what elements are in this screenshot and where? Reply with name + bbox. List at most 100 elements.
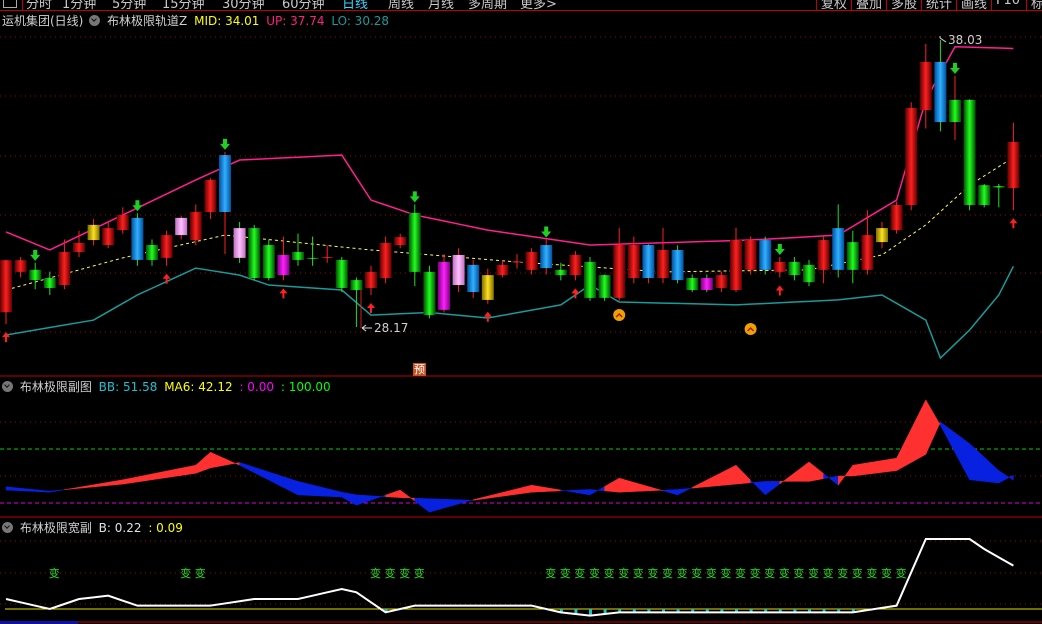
change-marker: 变	[676, 567, 688, 580]
candle	[686, 278, 699, 290]
tab-3[interactable]: 15分钟	[162, 0, 205, 11]
bb-fill-segment	[5, 486, 21, 492]
indicator-name[interactable]: 布林极限副图	[19, 380, 92, 394]
up-value: UP: 37.74	[266, 14, 325, 28]
candle	[335, 259, 348, 288]
lo-value: LO: 30.28	[331, 14, 390, 28]
bb-fill-segment	[210, 451, 226, 469]
tab-1[interactable]: 1分钟	[62, 0, 97, 11]
tab-8[interactable]: 月线	[428, 0, 455, 11]
bb-fill-segment	[633, 482, 649, 492]
candle	[408, 212, 421, 272]
sell-arrow-icon	[132, 200, 143, 212]
tab-4[interactable]: 30分钟	[222, 0, 265, 11]
change-marker: 变	[720, 567, 732, 580]
bb-fill-segment	[20, 487, 36, 492]
bb-fill-segment	[429, 498, 445, 513]
bb-fill-segment	[852, 462, 868, 477]
sell-arrow-icon	[541, 226, 552, 238]
bb-fill-segment	[794, 461, 810, 482]
candle	[277, 254, 290, 276]
forecast-badge[interactable]: 预	[413, 363, 426, 376]
change-marker: 变	[589, 567, 600, 580]
hundred-value: : 100.00	[280, 380, 331, 394]
candle	[919, 61, 932, 111]
narrow-bar	[589, 609, 592, 616]
toolbar-button-0[interactable]: 复权	[816, 0, 847, 10]
candle	[627, 245, 640, 279]
change-marker: 变	[778, 567, 790, 580]
bb-fill-segment	[604, 477, 620, 493]
change-marker: 变	[399, 567, 411, 580]
narrow-bar	[837, 609, 841, 613]
candle	[525, 252, 538, 270]
narrow-bar	[851, 609, 855, 613]
candle	[131, 217, 144, 260]
candle	[292, 252, 304, 260]
collapse-toggle-icon[interactable]	[2, 381, 13, 392]
candle	[992, 186, 1005, 188]
change-marker: 变	[632, 567, 644, 580]
tab-2[interactable]: 5分钟	[112, 0, 147, 11]
bb-fill-segment	[881, 457, 897, 473]
toolbar-button-6[interactable]: 标	[1026, 0, 1042, 10]
candle	[700, 278, 713, 290]
candle	[146, 245, 158, 260]
b-value: B: 0.22	[98, 521, 142, 535]
candle	[350, 280, 363, 290]
low-marker-arrow-icon	[361, 324, 372, 332]
toolbar-button-5[interactable]: F10	[991, 0, 1020, 10]
narrow-bar	[764, 609, 768, 613]
candle	[978, 185, 991, 206]
candle	[43, 278, 56, 288]
tab-9[interactable]: 多周期	[468, 0, 508, 11]
bb-fill-segment	[867, 460, 883, 475]
candle	[642, 245, 655, 279]
candle	[102, 228, 115, 246]
bb-fill-segment	[312, 484, 328, 497]
window-icon[interactable]	[3, 0, 17, 8]
change-marker: 变	[881, 567, 892, 580]
tab-10[interactable]: 更多>	[520, 0, 557, 11]
bb-fill-segment	[166, 467, 182, 478]
candle	[598, 275, 611, 298]
toolbar-button-3[interactable]: 统计	[921, 0, 952, 10]
mid-value: MID: 34.01	[194, 14, 260, 28]
ma6-value: MA6: 42.12	[164, 380, 233, 394]
bb-fill-segment	[122, 476, 138, 485]
candle	[817, 240, 830, 270]
tab-5[interactable]: 60分钟	[282, 0, 325, 11]
narrow-bar	[676, 609, 680, 613]
change-marker: 变	[749, 567, 761, 580]
narrow-bar	[720, 609, 724, 613]
buy-arrow-icon	[483, 311, 492, 322]
toolbar-button-4[interactable]: 画线	[956, 0, 987, 10]
change-marker: 变	[180, 567, 192, 580]
candle	[321, 256, 334, 258]
indicator-name[interactable]: 布林极限轨道Z	[107, 14, 188, 28]
buy-arrow-icon	[1009, 218, 1018, 229]
bb-fill-segment	[764, 481, 781, 496]
candle	[511, 261, 523, 263]
bb-fill-segment	[283, 476, 299, 496]
collapse-toggle-icon[interactable]	[89, 15, 101, 26]
change-marker: 变	[413, 567, 425, 580]
high-marker-arrow-icon	[939, 36, 947, 43]
indicator-name[interactable]: 布林极限宽副	[19, 521, 92, 535]
change-marker: 变	[370, 567, 381, 580]
candle	[657, 249, 669, 279]
bb-fill-segment	[78, 484, 94, 489]
candle	[584, 261, 596, 298]
narrow-bar	[866, 609, 870, 611]
bb-fill-segment	[458, 499, 474, 505]
candle	[788, 261, 801, 276]
candle	[248, 228, 261, 279]
tab-7[interactable]: 周线	[388, 0, 415, 11]
tab-6[interactable]: 日线	[342, 0, 369, 11]
collapse-toggle-icon[interactable]	[2, 522, 13, 533]
toolbar-button-2[interactable]: 多股	[886, 0, 917, 10]
bb-fill-segment	[180, 464, 197, 476]
toolbar-button-1[interactable]: 叠加	[851, 0, 882, 10]
bb-fill-segment	[268, 471, 284, 488]
tab-0[interactable]: 分时	[26, 0, 53, 11]
